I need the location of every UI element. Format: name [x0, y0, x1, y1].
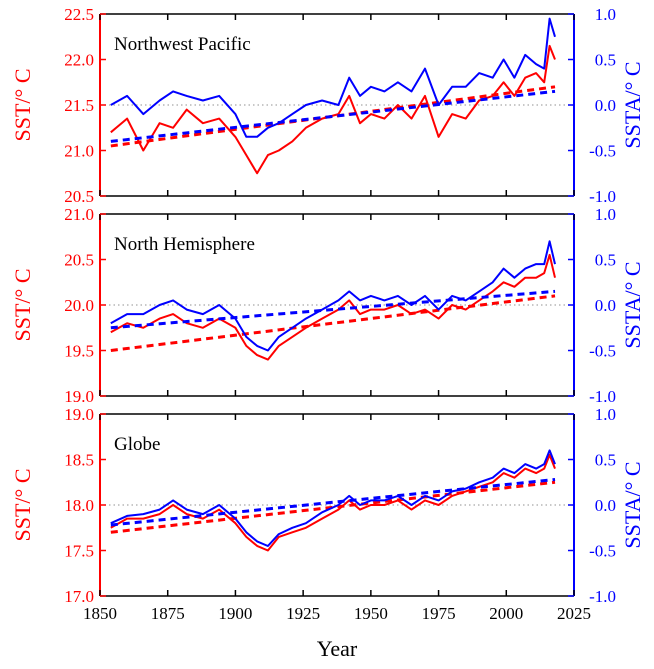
- ssta-trend-line: [110, 478, 556, 527]
- y-left-tick-label: 17.5: [64, 542, 94, 561]
- x-axis-label: Year: [317, 636, 358, 661]
- y-left-tick-label: 18.5: [64, 451, 94, 470]
- y-left-tick-label: 19.0: [64, 405, 94, 424]
- y-left-tick-label: 20.0: [64, 296, 94, 315]
- y-right-tick-label: 1.0: [595, 405, 616, 424]
- y-right-axis-label: SSTA/° C: [620, 261, 645, 348]
- y-right-tick-label: 0.0: [595, 496, 616, 515]
- y-right-tick-label: 0.5: [595, 451, 616, 470]
- sst-series-line: [110, 44, 556, 175]
- y-left-axis-label: SST/° C: [10, 69, 35, 142]
- x-tick-label: 1950: [354, 604, 388, 623]
- x-tick-label: 2025: [557, 604, 591, 623]
- y-right-tick-label: 0.5: [595, 251, 616, 270]
- y-left-axis-label: SST/° C: [10, 269, 35, 342]
- y-left-tick-label: 20.5: [64, 251, 94, 270]
- y-left-tick-label: 21.5: [64, 96, 94, 115]
- y-right-tick-label: -0.5: [589, 342, 616, 361]
- y-left-tick-label: 20.5: [64, 187, 94, 206]
- y-left-tick-label: 17.0: [64, 587, 94, 606]
- y-left-tick-label: 19.0: [64, 387, 94, 406]
- y-right-tick-label: 0.5: [595, 51, 616, 70]
- panel-title: Northwest Pacific: [114, 34, 251, 55]
- y-right-tick-label: -1.0: [589, 187, 616, 206]
- x-tick-label: 1850: [83, 604, 117, 623]
- y-right-tick-label: 0.0: [595, 296, 616, 315]
- y-right-tick-label: -1.0: [589, 587, 616, 606]
- ssta-series-line: [110, 449, 556, 547]
- panel-title: Globe: [114, 434, 160, 455]
- x-tick-label: 1975: [422, 604, 456, 623]
- y-right-axis-label: SSTA/° C: [620, 61, 645, 148]
- y-left-tick-label: 21.0: [64, 142, 94, 161]
- y-left-tick-label: 22.0: [64, 51, 94, 70]
- sst-trend-line: [110, 480, 556, 534]
- ssta-trend-line: [110, 89, 556, 143]
- y-right-tick-label: -0.5: [589, 142, 616, 161]
- ssta-series-line: [110, 17, 556, 138]
- y-right-tick-label: 1.0: [595, 205, 616, 224]
- x-tick-label: 2000: [489, 604, 523, 623]
- panel-1: 19.0 19.5 20.0 20.5 21.0 -1.0 -0.5 0.0 0.5 1.0 Nor…: [10, 205, 645, 406]
- ssta-series-line: [110, 240, 556, 352]
- panel-2: 17.0 17.5 18.0 18.5 19.0 -1.0 -0.5 0.0 0.5 1.0 Glo…: [10, 405, 645, 606]
- y-left-tick-label: 22.5: [64, 5, 94, 24]
- y-right-tick-label: 1.0: [595, 5, 616, 24]
- sst-series-line: [110, 253, 556, 361]
- y-left-tick-label: 19.5: [64, 342, 94, 361]
- x-tick-label: 1875: [151, 604, 185, 623]
- y-right-tick-label: -0.5: [589, 542, 616, 561]
- y-right-tick-label: -1.0: [589, 387, 616, 406]
- sst-trend-line: [110, 294, 556, 352]
- y-left-tick-label: 18.0: [64, 496, 94, 515]
- y-left-tick-label: 21.0: [64, 205, 94, 224]
- ssta-trend-line: [110, 289, 556, 330]
- panel-0: 20.5 21.0 21.5 22.0 22.5 -1.0 -0.5 0.0 0.5 1.0 Nor…: [10, 5, 645, 206]
- y-left-axis-label: SST/° C: [10, 469, 35, 542]
- y-right-tick-label: 0.0: [595, 96, 616, 115]
- panel-title: North Hemisphere: [114, 234, 255, 255]
- x-tick-label: 1925: [286, 604, 320, 623]
- x-tick-label: 1900: [218, 604, 252, 623]
- sst-trend-line: [110, 85, 556, 148]
- y-right-axis-label: SSTA/° C: [620, 461, 645, 548]
